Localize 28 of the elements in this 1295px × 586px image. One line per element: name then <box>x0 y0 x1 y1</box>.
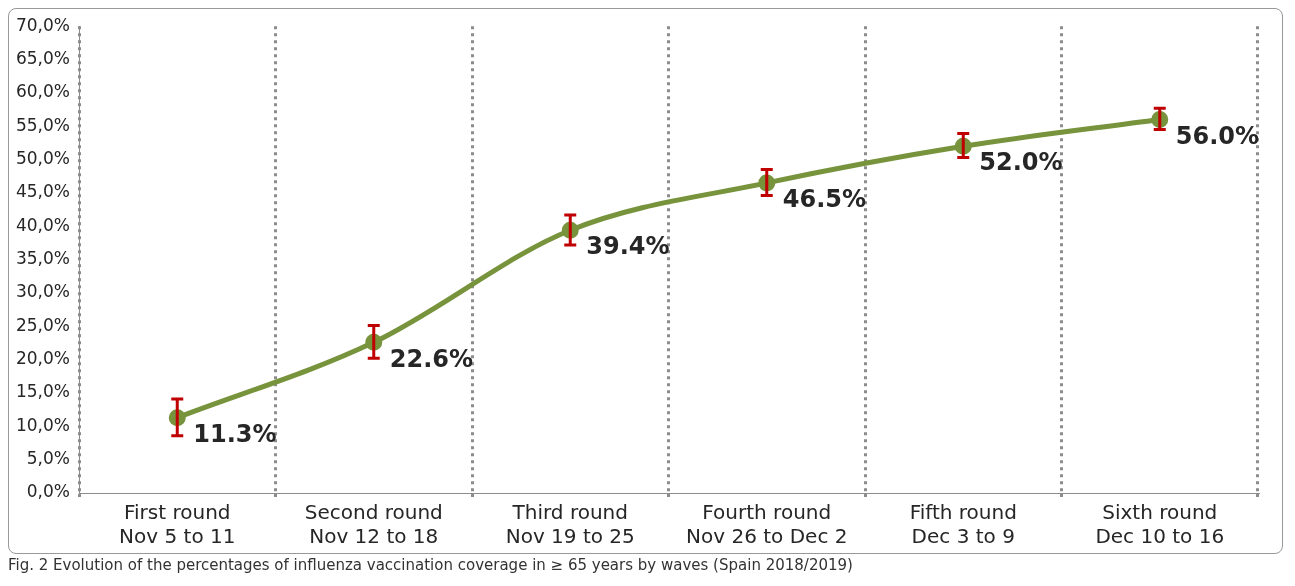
y-tick-label: 60,0% <box>15 81 70 102</box>
x-tick-label: Fourth round Nov 26 to Dec 2 <box>686 500 848 549</box>
y-tick-label: 65,0% <box>15 47 70 68</box>
y-tick-label: 55,0% <box>15 114 70 135</box>
data-label: 39.4% <box>586 232 670 261</box>
data-label: 56.0% <box>1175 121 1260 150</box>
y-tick-label: 50,0% <box>15 147 70 168</box>
data-label: 52.0% <box>979 148 1063 177</box>
y-tick-label: 5,0% <box>26 448 70 469</box>
x-tick-label: Sixth round Dec 10 to 16 <box>1095 500 1225 549</box>
y-tick-label: 45,0% <box>15 181 70 202</box>
y-tick-label: 20,0% <box>15 348 70 369</box>
y-tick-label: 40,0% <box>15 214 70 235</box>
y-tick-label: 0,0% <box>26 481 70 502</box>
y-tick-label: 30,0% <box>15 281 70 302</box>
data-label: 11.3% <box>193 419 277 448</box>
x-tick-label: First round Nov 5 to 11 <box>119 500 236 549</box>
x-tick-label: Third round Nov 19 to 25 <box>505 500 635 549</box>
data-label: 46.5% <box>782 185 867 214</box>
y-tick-label: 35,0% <box>15 248 70 269</box>
x-tick-label: Second round Nov 12 to 18 <box>304 500 443 549</box>
caption: Fig. 2 Evolution of the percentages of influenza vaccination coverage in ≥ 65 years by waves (Spain 2018/2019) <box>8 556 854 574</box>
y-tick-label: 25,0% <box>15 314 70 335</box>
y-tick-label: 15,0% <box>15 381 70 402</box>
y-tick-label: 70,0% <box>15 14 70 35</box>
x-tick-label: Fifth round Dec 3 to 9 <box>909 500 1017 549</box>
data-label: 22.6% <box>389 344 474 373</box>
y-tick-label: 10,0% <box>15 414 70 435</box>
